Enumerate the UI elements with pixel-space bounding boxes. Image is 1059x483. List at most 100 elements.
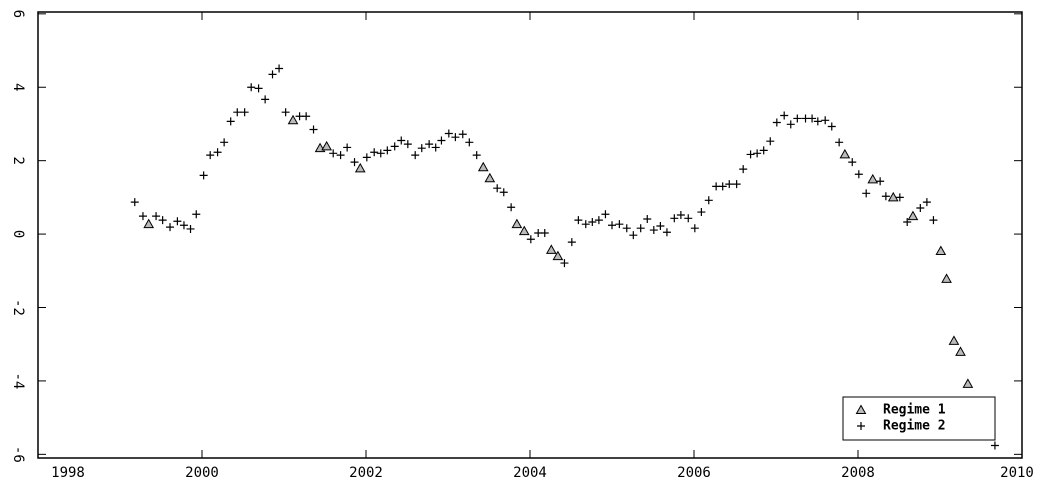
x-tick-label: 2010 <box>1000 465 1034 481</box>
point-plus <box>670 214 679 223</box>
point-plus <box>493 184 502 193</box>
point-plus <box>403 140 412 149</box>
point-triangle <box>955 346 966 356</box>
point-plus <box>220 138 229 147</box>
point-plus <box>876 177 885 186</box>
point-plus <box>676 210 685 219</box>
point-plus <box>718 182 727 191</box>
point-triangle <box>143 218 155 229</box>
point-plus <box>808 114 817 123</box>
point-plus <box>793 114 802 123</box>
point-triangle <box>948 335 960 345</box>
point-plus <box>411 151 420 160</box>
point-plus <box>656 222 665 231</box>
point-plus <box>697 208 706 217</box>
legend-label: Regime 1 <box>883 403 946 418</box>
point-plus <box>827 122 836 131</box>
point-plus <box>662 228 671 237</box>
point-plus <box>499 188 508 197</box>
point-plus <box>739 165 748 174</box>
point-plus <box>601 210 610 219</box>
point-plus <box>786 120 795 129</box>
point-triangle <box>887 191 899 202</box>
x-tick-label: 2004 <box>513 465 547 481</box>
point-plus <box>138 212 147 221</box>
legend-box <box>842 396 996 441</box>
point-plus <box>444 129 453 138</box>
point-plus <box>186 224 195 233</box>
point-plus <box>158 216 167 225</box>
point-plus <box>766 137 775 146</box>
y-tick-label: -2 <box>10 299 26 316</box>
point-plus <box>451 133 460 142</box>
point-triangle <box>839 148 851 159</box>
point-triangle <box>287 114 299 125</box>
point-plus <box>725 180 734 189</box>
point-plus <box>281 108 290 117</box>
point-triangle <box>511 218 523 229</box>
point-plus <box>268 70 277 79</box>
point-plus <box>192 210 201 219</box>
point-plus <box>916 204 925 213</box>
point-plus <box>581 220 590 229</box>
point-plus <box>690 224 699 233</box>
point-plus <box>472 151 481 160</box>
y-tick-label: 0 <box>10 230 26 238</box>
point-plus <box>922 198 931 207</box>
point-plus <box>336 151 345 160</box>
legend-marker <box>857 422 865 430</box>
y-tick-label: -4 <box>10 372 26 389</box>
point-plus <box>567 238 576 247</box>
point-plus <box>390 142 399 151</box>
point-plus <box>895 193 904 202</box>
point-triangle <box>518 225 530 236</box>
point-plus <box>458 130 467 139</box>
point-triangle <box>321 140 332 151</box>
point-plus <box>417 144 426 153</box>
point-plus <box>854 170 863 179</box>
point-plus <box>704 196 713 205</box>
y-tick-label: 4 <box>10 83 26 91</box>
point-plus <box>903 217 912 226</box>
x-tick-label: 2008 <box>841 465 875 481</box>
point-plus <box>732 180 741 189</box>
point-plus <box>370 148 379 157</box>
point-plus <box>753 149 762 158</box>
point-plus <box>622 224 631 233</box>
point-plus <box>608 221 616 230</box>
point-plus <box>397 136 406 145</box>
point-triangle <box>477 161 489 172</box>
point-plus <box>588 217 597 226</box>
x-tick-label: 2000 <box>185 465 219 481</box>
point-plus <box>574 216 583 225</box>
point-plus <box>254 84 263 93</box>
point-plus <box>383 146 392 155</box>
point-plus <box>152 212 161 221</box>
point-plus <box>465 138 474 147</box>
y-tick-label: 6 <box>10 10 26 18</box>
point-plus <box>431 143 440 152</box>
point-plus <box>425 140 434 149</box>
x-tick-label: 1998 <box>51 465 85 481</box>
point-plus <box>350 158 359 167</box>
y-tick-label: -6 <box>10 446 26 463</box>
point-plus <box>780 111 789 120</box>
point-plus <box>437 136 446 145</box>
point-triangle <box>962 378 974 388</box>
point-plus <box>376 149 385 158</box>
point-plus <box>233 108 242 117</box>
point-plus <box>240 108 249 117</box>
point-plus <box>130 198 139 207</box>
point-plus <box>540 228 549 237</box>
point-plus <box>929 216 938 225</box>
point-triangle <box>484 172 496 183</box>
y-tick-label: 2 <box>10 156 26 164</box>
point-plus <box>275 64 284 73</box>
point-plus <box>629 231 638 240</box>
point-plus <box>247 83 256 92</box>
point-plus <box>199 171 208 180</box>
point-plus <box>179 221 188 230</box>
point-plus <box>615 220 624 229</box>
point-plus <box>636 224 645 233</box>
